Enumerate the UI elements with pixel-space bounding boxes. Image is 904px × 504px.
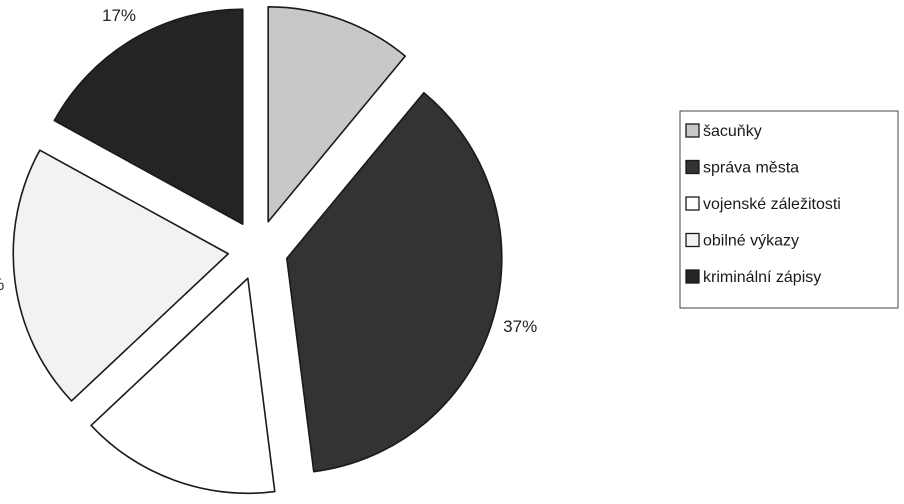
legend-frame	[679, 110, 899, 309]
pie-slice-sprava-mesta	[286, 91, 503, 473]
legend-swatch-kriminalni-zapisy	[685, 269, 700, 284]
legend-entry-obilne-vykazy: obilné výkazy	[685, 232, 799, 250]
legend-swatch-sacunky	[685, 123, 700, 138]
legend-entry-vojenske-zalezitosti: vojenské záležitosti	[685, 196, 841, 213]
pie-slice-kriminalni-zapisy	[53, 8, 244, 225]
legend-label-obilne-vykazy: obilné výkazy	[703, 233, 799, 250]
legend-label-sacunky: šacuňky	[703, 123, 762, 140]
legend-swatch-obilne-vykazy	[685, 232, 700, 248]
pie-label-sacunky: 11%	[334, 0, 367, 3]
pie-label-sprava-mesta: 37%	[503, 317, 537, 336]
pie-label-kriminalni-zapisy: 17%	[102, 6, 136, 25]
pie-slice-obilne-vykazy	[12, 149, 230, 402]
legend: šacuňky správa města vojenské záležitosti o…	[679, 110, 899, 309]
legend-entry-kriminalni-zapisy: kriminální zápisy	[685, 269, 821, 286]
legend-swatch-vojenske-zalezitosti	[685, 196, 700, 211]
legend-items: šacuňky správa města vojenské záležitosti o…	[685, 123, 841, 286]
legend-label-sprava-mesta: správa města	[703, 160, 799, 177]
legend-swatch-sprava-mesta	[685, 159, 700, 175]
pie-slice-vojenske-zalezitosti	[90, 277, 276, 495]
legend-label-vojenske-zalezitosti: vojenské záležitosti	[703, 196, 841, 213]
pie-label-obilne-vykazy: 20%	[0, 275, 4, 294]
pie-slices	[12, 5, 503, 495]
legend-entry-sprava-mesta: správa města	[685, 159, 799, 177]
legend-label-kriminalni-zapisy: kriminální zápisy	[703, 269, 821, 286]
legend-entry-sacunky: šacuňky	[685, 123, 762, 140]
pie-slice-sacunky	[267, 5, 407, 223]
